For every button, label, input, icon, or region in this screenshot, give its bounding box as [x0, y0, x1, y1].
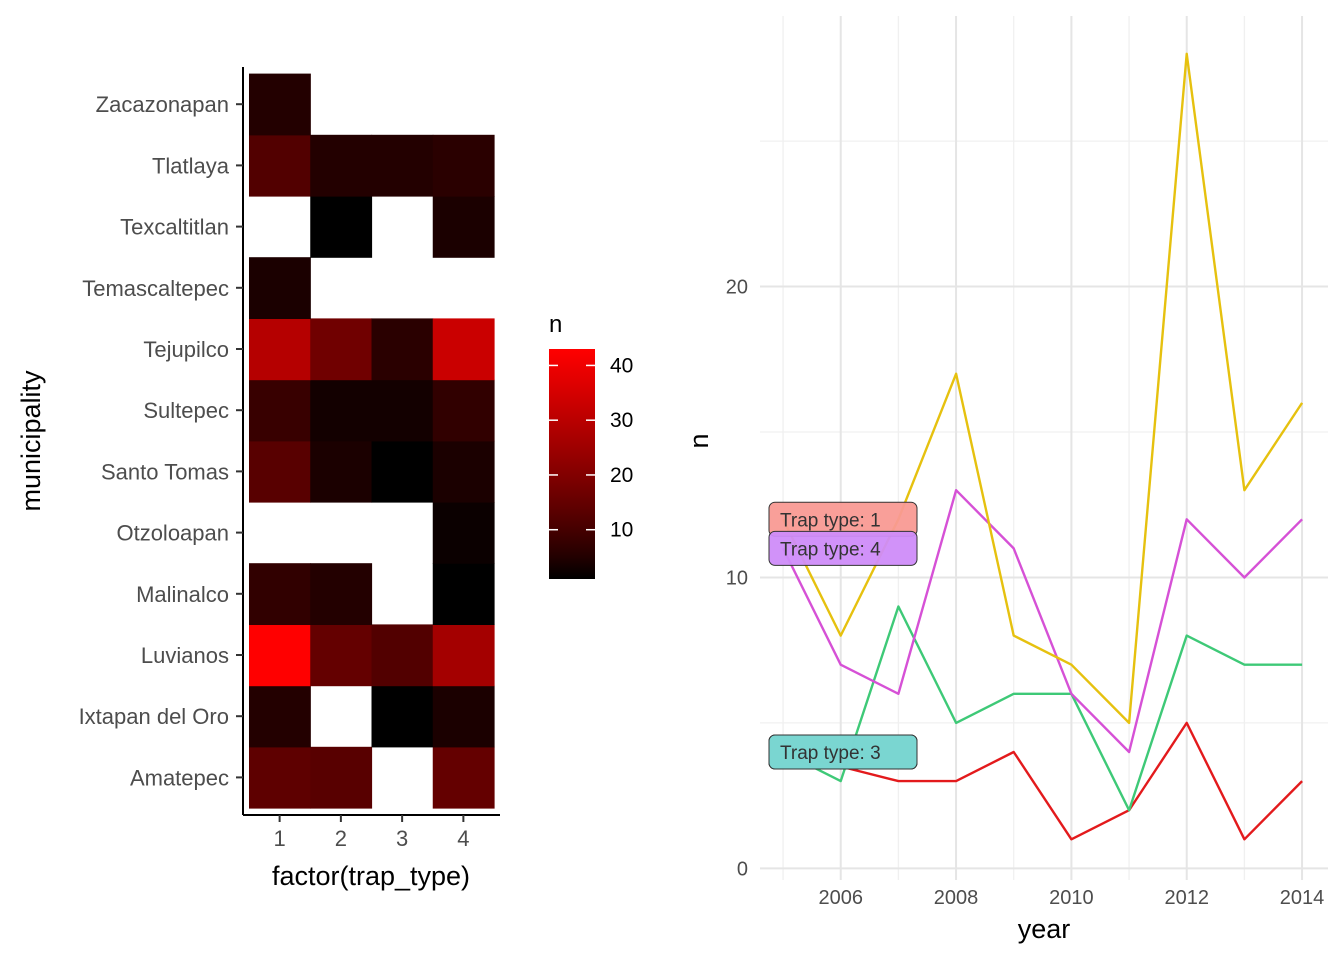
- heatmap-cell: [371, 379, 434, 442]
- heatmap-cell: [249, 73, 311, 136]
- heatmap-y-tick-label: Amatepec: [130, 765, 229, 790]
- series-line: [782, 721, 1303, 841]
- heatmap-cell: [432, 746, 495, 809]
- heatmap-y-tick-label: Ixtapan del Oro: [79, 704, 229, 729]
- heatmap-cell: [249, 685, 311, 748]
- heatmap-cell: [371, 440, 434, 503]
- legend-colorbar: [549, 349, 595, 579]
- x-tick-label: 2012: [1164, 887, 1209, 909]
- heatmap-x-tick-label: 2: [335, 826, 347, 851]
- heatmap-cell: [249, 318, 311, 381]
- series-line: [782, 52, 1304, 725]
- legend-tick-label: 40: [610, 354, 633, 377]
- heatmap-cell: [310, 746, 373, 809]
- series-label-box: [768, 530, 918, 566]
- heatmap-cell: [432, 502, 495, 564]
- heatmap-cell: [432, 563, 495, 625]
- x-axis-title: year: [1018, 914, 1071, 944]
- heatmap-cell: [249, 257, 311, 319]
- y-axis-title: n: [684, 433, 714, 448]
- heatmap-y-tick-label: Tlatlaya: [152, 153, 230, 178]
- series-label: Trap type: 1: [768, 501, 918, 537]
- heatmap-y-tick-label: Zacazonapan: [96, 92, 229, 117]
- legend-tick-label: 20: [610, 464, 633, 487]
- heatmap-y-tick-label: Otzoloapan: [116, 521, 229, 546]
- heatmap-y-tick-label: Texcaltitlan: [120, 215, 229, 240]
- heatmap-y-tick-label: Sultepec: [143, 398, 229, 423]
- series-label-text: Trap type: 3: [780, 743, 881, 764]
- heatmap-cell: [432, 318, 495, 381]
- heatmap-cell: [310, 624, 373, 687]
- heatmap-x-axis-title: factor(trap_type): [272, 861, 470, 891]
- heatmap-y-tick-label: Santo Tomas: [101, 459, 229, 484]
- heatmap-cell: [249, 440, 311, 503]
- heatmap-cell: [371, 134, 434, 197]
- x-tick-label: 2010: [1049, 887, 1094, 909]
- heatmap-cell: [371, 685, 434, 748]
- heatmap-cell: [310, 134, 373, 197]
- heatmap-y-tick-label: Luvianos: [141, 643, 229, 668]
- heatmap-cell: [249, 746, 311, 809]
- heatmap-cell: [249, 134, 311, 197]
- y-tick-label: 20: [726, 277, 748, 299]
- series-label-text: Trap type: 1: [780, 510, 881, 531]
- x-tick-label: 2014: [1280, 887, 1325, 909]
- heatmap-cell: [432, 379, 495, 442]
- heatmap-y-tick-label: Tejupilco: [143, 337, 229, 362]
- series-label: Trap type: 4: [768, 530, 918, 566]
- heatmap-y-tick-label: Malinalco: [136, 582, 229, 607]
- heatmap-panel: Amatepec Ixtapan del Oro Luvianos Malinalco…: [16, 67, 500, 891]
- heatmap-cell: [249, 624, 311, 687]
- heatmap-cell: [310, 563, 373, 625]
- heatmap-cell: [249, 563, 311, 625]
- heatmap-cell: [310, 318, 373, 381]
- y-tick-label: 10: [726, 567, 748, 589]
- heatmap-x-tick-label: 3: [396, 826, 408, 851]
- heatmap-cell: [371, 318, 434, 381]
- legend-tick-label: 10: [610, 519, 633, 542]
- heatmap-y-axis-title: municipality: [16, 370, 46, 512]
- heatmap-x-tick-label: 1: [274, 826, 286, 851]
- color-legend: n 10 20 30 40: [549, 311, 633, 579]
- x-tick-label: 2008: [934, 887, 979, 909]
- heatmap-cell: [432, 196, 495, 258]
- y-tick-label: 0: [737, 858, 748, 880]
- heatmap-cell: [432, 624, 495, 687]
- heatmap-y-tick-label: Temascaltepec: [82, 276, 229, 301]
- series-line: [782, 489, 1303, 754]
- heatmap-cell: [310, 440, 373, 503]
- series-label-text: Trap type: 4: [780, 539, 881, 560]
- heatmap-cell: [249, 379, 311, 442]
- series-label: Trap type: 3: [768, 734, 918, 770]
- heatmap-cell: [432, 134, 495, 197]
- series-label-box: [768, 734, 918, 770]
- legend-title: n: [549, 311, 562, 338]
- heatmap-cell: [432, 685, 495, 748]
- line-chart-panel: 2006 2008 2010 2012 2014 0 10 20 year n Trap type:…: [684, 16, 1328, 944]
- heatmap-cell: [310, 379, 373, 442]
- heatmap-cell: [310, 196, 373, 258]
- heatmap-cell: [371, 624, 434, 687]
- x-tick-label: 2006: [818, 887, 863, 909]
- heatmap-cell: [432, 440, 495, 503]
- legend-tick-label: 30: [610, 409, 633, 432]
- heatmap-x-tick-label: 4: [457, 826, 469, 851]
- series-line: [782, 605, 1303, 812]
